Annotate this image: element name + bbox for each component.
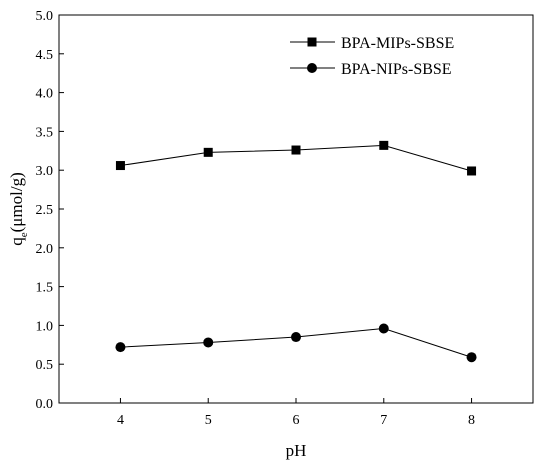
legend-label-nips: BPA-NIPs-SBSE bbox=[341, 61, 452, 78]
data-point-square bbox=[291, 145, 301, 155]
y-tick-label: 4.0 bbox=[36, 87, 54, 102]
data-point-circle bbox=[466, 352, 477, 363]
y-axis: 0.0 0.5 1.0 1.5 2.0 2.5 3.0 3.5 4.0 4.5 5.0 bbox=[36, 9, 64, 412]
y-tick-label: 3.0 bbox=[36, 164, 54, 179]
x-tick-label: 4 bbox=[117, 413, 124, 428]
legend-marker-mips bbox=[307, 37, 317, 47]
plot-frame bbox=[58, 14, 534, 404]
y-axis-label: qe(μmol/g) bbox=[7, 172, 30, 246]
x-axis: 4 5 6 7 8 bbox=[117, 398, 475, 428]
data-point-square bbox=[467, 166, 477, 176]
x-tick-label: 8 bbox=[468, 413, 475, 428]
data-point-square bbox=[115, 161, 125, 171]
y-axis-label-subscript: e bbox=[18, 232, 30, 237]
y-tick-label: 1.5 bbox=[36, 281, 54, 296]
y-tick-label: 0.5 bbox=[36, 358, 54, 373]
y-tick-label: 1.0 bbox=[36, 319, 54, 334]
legend: BPA-MIPs-SBSE BPA-NIPs-SBSE bbox=[290, 35, 454, 78]
y-axis-label-unit: (μmol/g) bbox=[7, 172, 26, 232]
data-point-square bbox=[379, 140, 389, 150]
x-tick-label: 7 bbox=[380, 413, 387, 428]
data-point-circle bbox=[378, 323, 389, 334]
y-tick-label: 2.5 bbox=[36, 203, 54, 218]
x-axis-label: pH bbox=[286, 441, 307, 460]
data-point-circle bbox=[203, 337, 214, 348]
data-point-circle bbox=[291, 332, 301, 343]
y-tick-label: 2.0 bbox=[36, 242, 54, 257]
data-point-square bbox=[203, 147, 213, 157]
y-tick-label: 3.5 bbox=[36, 125, 54, 140]
y-tick-label: 5.0 bbox=[36, 9, 54, 24]
x-tick-label: 5 bbox=[205, 413, 212, 428]
y-tick-label: 4.5 bbox=[36, 48, 54, 63]
data-point-circle bbox=[115, 342, 126, 353]
legend-label-mips: BPA-MIPs-SBSE bbox=[341, 35, 454, 52]
y-tick-label: 0.0 bbox=[36, 397, 54, 412]
x-tick-label: 6 bbox=[293, 413, 300, 428]
legend-marker-nips bbox=[307, 63, 317, 73]
y-axis-label-main: q bbox=[7, 237, 26, 246]
series-layer bbox=[115, 140, 477, 363]
